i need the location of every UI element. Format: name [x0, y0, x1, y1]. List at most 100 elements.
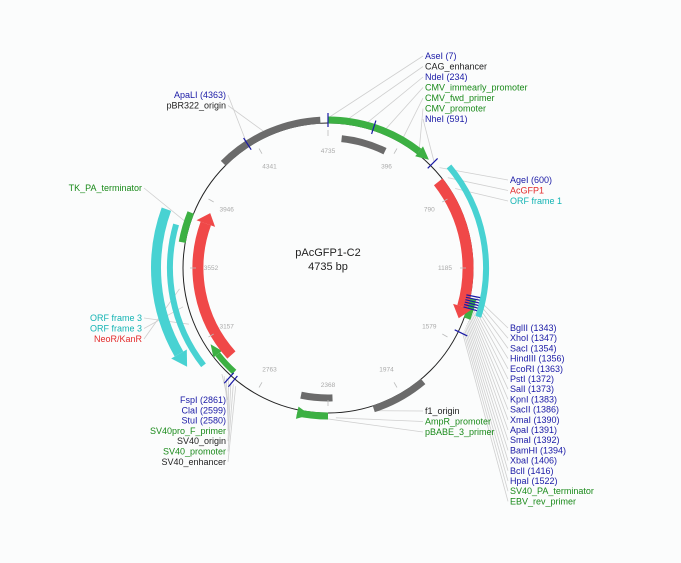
map-label: XmaI (1390)	[510, 415, 560, 425]
map-label: TK_PA_terminator	[69, 183, 142, 193]
leader-line	[227, 382, 232, 442]
ampr-promoter-arrow	[295, 406, 310, 419]
leader-line	[470, 312, 509, 400]
leader-line	[227, 105, 265, 133]
restriction-site-mark	[227, 375, 238, 388]
map-label: ApaLI (4363)	[174, 90, 226, 100]
tick-label: 2368	[321, 382, 336, 389]
leader-line	[327, 55, 424, 119]
map-label: BclI (1416)	[510, 466, 554, 476]
tick-mark	[258, 382, 263, 388]
map-label: ORF frame 1	[510, 196, 562, 206]
map-label: XhoI (1347)	[510, 333, 557, 343]
tick-label: 3552	[204, 265, 219, 272]
map-label: ClaI (2599)	[181, 405, 226, 415]
map-label: EcoRI (1363)	[510, 364, 563, 374]
sv40-promoter-arc	[215, 352, 237, 375]
leader-line	[468, 318, 509, 431]
tick-mark	[208, 333, 214, 338]
tick-label: 4341	[262, 164, 277, 171]
leader-line	[422, 118, 435, 163]
restriction-site-mark	[371, 120, 377, 135]
map-label: ORF frame 3	[90, 324, 142, 334]
tick-label: 790	[424, 207, 435, 214]
tick-label: 1579	[422, 324, 437, 331]
orf-frame-3-arrow	[171, 349, 188, 367]
map-label: SV40pro_F_primer	[150, 426, 226, 436]
restriction-site-mark	[464, 301, 479, 307]
restriction-site-mark	[465, 299, 480, 304]
orf-frame-3-arc-a	[167, 223, 206, 368]
map-label: SV40_promoter	[163, 447, 226, 457]
map-label: HindIII (1356)	[510, 354, 565, 364]
map-label: StuI (2580)	[181, 416, 226, 426]
plasmid-name: pAcGFP1-C2	[295, 247, 360, 259]
map-label: AcGFP1	[510, 186, 544, 196]
leader-line	[466, 325, 509, 461]
restriction-site-mark	[454, 329, 468, 337]
map-label: ApaI (1391)	[510, 425, 557, 435]
feature-arcs	[151, 116, 490, 420]
leader-line	[225, 378, 229, 421]
map-label: pBABE_3_primer	[425, 427, 495, 437]
leader-line	[402, 97, 424, 139]
tick-mark	[393, 148, 398, 154]
neor-kanr-arc	[192, 221, 236, 359]
map-label: CMV_immearly_promoter	[425, 83, 528, 93]
tick-label: 1974	[379, 366, 394, 373]
tick-label: 396	[381, 164, 392, 171]
sv40-enhancer-arc	[300, 391, 333, 402]
leader-line	[227, 94, 247, 143]
tick-label: 2763	[262, 366, 277, 373]
restriction-site-mark	[427, 157, 439, 169]
orf-frame-3-arc-b	[151, 207, 184, 357]
map-label: PstI (1372)	[510, 374, 554, 384]
map-label: pBR322_origin	[166, 101, 226, 111]
leader-line	[467, 320, 509, 441]
map-label: AmpR_promoter	[425, 417, 491, 427]
leader-line	[335, 417, 424, 422]
cag-enhancer-arc	[341, 135, 387, 155]
map-label: CAG_enhancer	[425, 62, 487, 72]
leader-line	[470, 314, 509, 410]
tick-mark	[442, 333, 448, 338]
map-label: AgeI (600)	[510, 175, 552, 185]
leader-line	[467, 323, 509, 451]
map-label: SacII (1386)	[510, 405, 559, 415]
map-label: KpnI (1383)	[510, 394, 557, 404]
leader-line	[366, 76, 424, 124]
acgfp1-arrow	[453, 303, 473, 319]
map-label: NdeI (234)	[425, 72, 468, 82]
map-label: XbaI (1406)	[510, 456, 557, 466]
leader-line	[463, 331, 509, 492]
tick-label: 4735	[321, 148, 336, 155]
cmv-promoter-arc	[327, 116, 422, 155]
map-label: SmaI (1392)	[510, 435, 560, 445]
restriction-site-mark	[463, 306, 478, 312]
leader-line	[472, 307, 509, 380]
leader-line	[227, 386, 237, 462]
tk-pa-terminator-arc	[178, 211, 195, 243]
sv40-promoter-arrow	[210, 344, 222, 358]
leader-line	[227, 380, 229, 431]
map-label: NeoR/KanR	[94, 334, 143, 344]
restriction-site-mark	[223, 372, 235, 384]
leader-line	[227, 384, 234, 452]
map-label: CMV_fwd_primer	[425, 93, 495, 103]
map-label: EBV_rev_primer	[510, 496, 576, 506]
leader-line	[469, 316, 509, 420]
map-label: SalI (1373)	[510, 384, 554, 394]
tick-mark	[393, 382, 398, 388]
map-label: BglII (1343)	[510, 323, 557, 333]
neor-kanr-arrow	[196, 213, 216, 227]
map-label: FspI (2861)	[180, 395, 226, 405]
map-label: SacI (1354)	[510, 343, 557, 353]
restriction-site-mark	[465, 296, 480, 301]
restriction-site-marks	[223, 113, 481, 388]
leader-line	[464, 329, 509, 482]
leader-line	[418, 108, 424, 150]
tick-label: 1185	[438, 265, 452, 272]
